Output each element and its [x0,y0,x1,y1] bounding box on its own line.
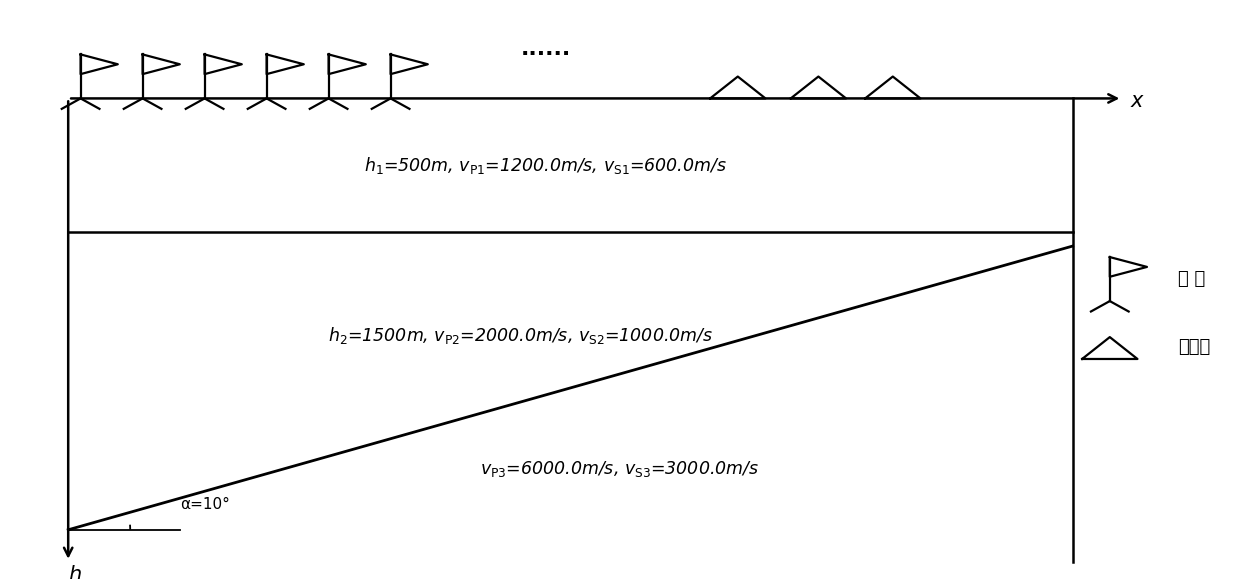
Text: $h_1$=500m, $v_{\mathrm{P1}}$=1200.0m/s, $v_{\mathrm{S1}}$=600.0m/s: $h_1$=500m, $v_{\mathrm{P1}}$=1200.0m/s,… [365,155,727,175]
Text: 炮 点: 炮 点 [1178,270,1205,288]
Text: $v_{\mathrm{P3}}$=6000.0m/s, $v_{\mathrm{S3}}$=3000.0m/s: $v_{\mathrm{P3}}$=6000.0m/s, $v_{\mathrm… [480,459,760,479]
Text: $h_2$=1500m, $v_{\mathrm{P2}}$=2000.0m/s, $v_{\mathrm{S2}}$=1000.0m/s: $h_2$=1500m, $v_{\mathrm{P2}}$=2000.0m/s… [329,325,713,346]
Text: h: h [68,565,81,579]
Text: x: x [1131,91,1143,111]
Text: α=10°: α=10° [180,497,229,512]
Text: 检波点: 检波点 [1178,338,1210,357]
Text: ......: ...... [521,39,570,59]
